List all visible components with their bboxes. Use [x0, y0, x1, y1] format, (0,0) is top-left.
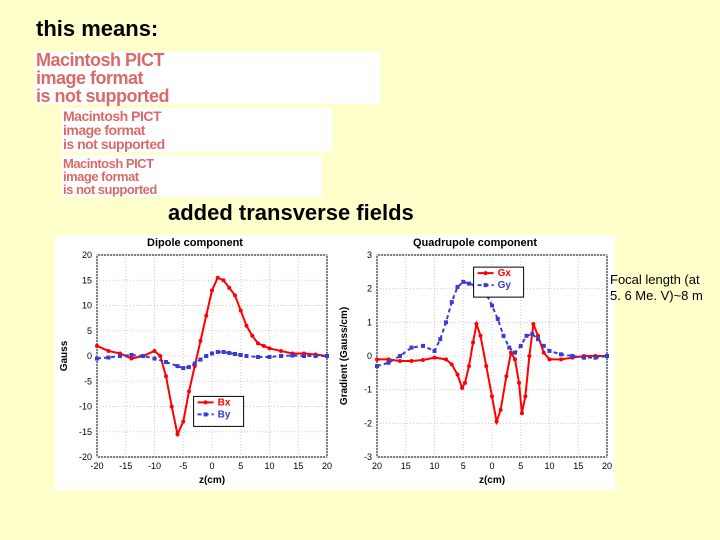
pict-unsupported-1: Macintosh PICTimage formatis not support…	[62, 108, 332, 152]
svg-text:0: 0	[209, 461, 214, 471]
svg-text:10: 10	[264, 461, 274, 471]
slide-heading-1: this means:	[36, 16, 158, 42]
svg-text:5: 5	[87, 326, 92, 336]
svg-text:5: 5	[461, 461, 466, 471]
svg-text:z(cm): z(cm)	[479, 475, 505, 486]
dipole-chart-title: Dipole component	[55, 235, 335, 249]
svg-text:10: 10	[429, 461, 439, 471]
svg-text:-5: -5	[84, 376, 92, 386]
svg-text:15: 15	[293, 461, 303, 471]
svg-text:-2: -2	[364, 418, 372, 428]
svg-text:10: 10	[544, 461, 554, 471]
svg-text:-10: -10	[148, 461, 161, 471]
svg-text:0: 0	[87, 351, 92, 361]
svg-text:2: 2	[367, 284, 372, 294]
focal-length-note: Focal length (at 5. 6 Me. V)~8 m	[610, 272, 710, 305]
svg-text:20: 20	[82, 250, 92, 260]
svg-text:Gy: Gy	[498, 280, 512, 291]
quadrupole-chart: Quadrupole component 201510505101520-3-2…	[335, 235, 615, 490]
svg-text:By: By	[218, 409, 231, 420]
quadrupole-chart-title: Quadrupole component	[335, 235, 615, 249]
svg-text:15: 15	[573, 461, 583, 471]
svg-text:-15: -15	[119, 461, 132, 471]
svg-text:3: 3	[367, 250, 372, 260]
svg-text:1: 1	[367, 317, 372, 327]
slide-heading-2: added transverse fields	[168, 200, 414, 226]
pict-unsupported-0: Macintosh PICTimage formatis not support…	[35, 52, 380, 104]
svg-text:Gx: Gx	[498, 268, 512, 279]
svg-text:5: 5	[518, 461, 523, 471]
svg-text:-20: -20	[79, 452, 92, 462]
svg-text:15: 15	[401, 461, 411, 471]
svg-text:20: 20	[602, 461, 612, 471]
svg-text:-10: -10	[79, 402, 92, 412]
svg-text:10: 10	[82, 301, 92, 311]
svg-text:20: 20	[372, 461, 382, 471]
dipole-chart: Dipole component -20 -15 -10 -5 0 5 10 15 20 -20 -…	[55, 235, 335, 490]
svg-text:5: 5	[238, 461, 243, 471]
svg-text:Gauss: Gauss	[59, 340, 70, 371]
svg-text:-20: -20	[90, 461, 103, 471]
svg-text:0: 0	[367, 351, 372, 361]
svg-text:Bx: Bx	[218, 397, 231, 408]
svg-text:-5: -5	[179, 461, 187, 471]
svg-text:Gradient (Gauss/cm): Gradient (Gauss/cm)	[339, 307, 350, 405]
svg-text:0: 0	[489, 461, 494, 471]
svg-text:-1: -1	[364, 385, 372, 395]
pict-unsupported-2: Macintosh PICTimage formatis not support…	[62, 155, 322, 197]
svg-text:-15: -15	[79, 427, 92, 437]
svg-text:15: 15	[82, 275, 92, 285]
svg-text:20: 20	[322, 461, 332, 471]
svg-text:z(cm): z(cm)	[199, 475, 225, 486]
svg-text:-3: -3	[364, 452, 372, 462]
